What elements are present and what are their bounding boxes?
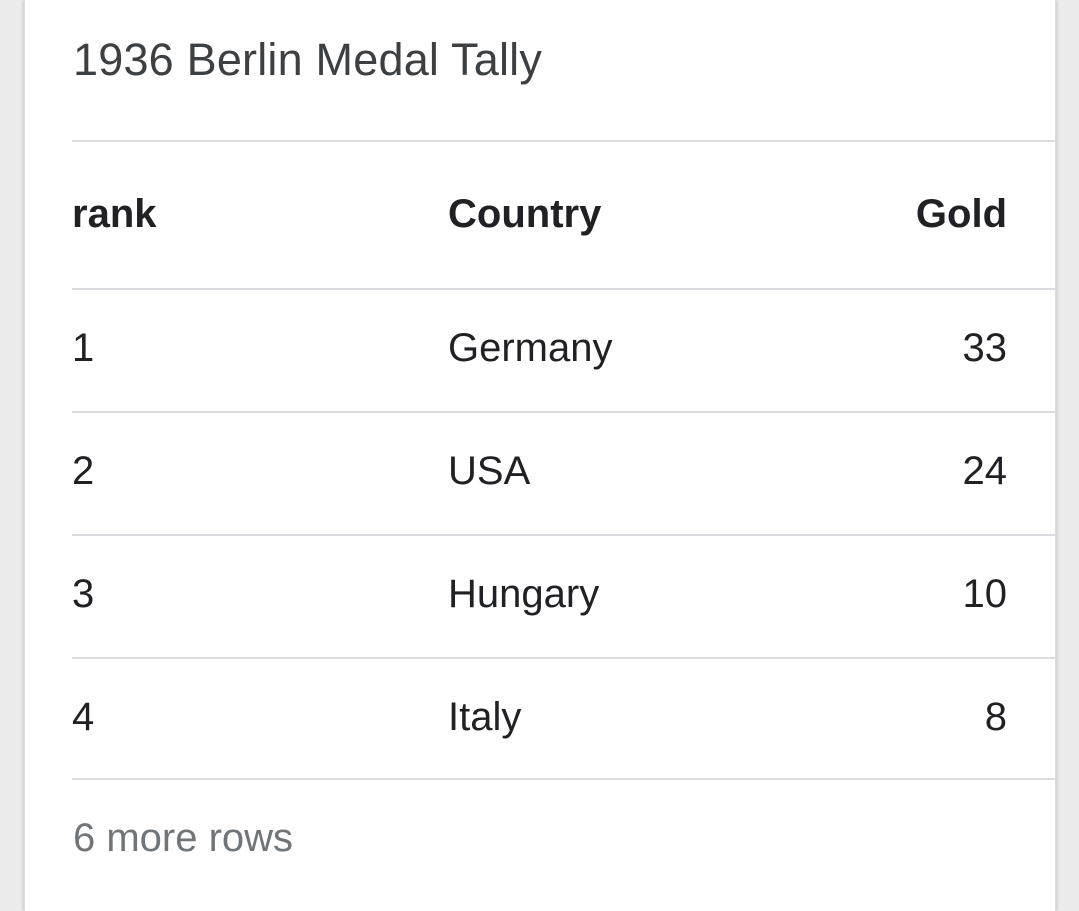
rank-cell: 3 <box>72 572 95 616</box>
column-header-country[interactable]: Country <box>448 192 602 236</box>
medal-tally-card: 1936 Berlin Medal Tally rank Country Gol… <box>24 0 1056 911</box>
medal-table: rank Country Gold 1 Germany 33 2 USA 24 … <box>72 140 1055 780</box>
table-row: 1 Germany 33 <box>72 288 1055 411</box>
gold-cell: 24 <box>962 449 1008 493</box>
rank-cell: 2 <box>72 449 95 493</box>
gold-cell: 10 <box>962 572 1008 616</box>
gold-cell: 8 <box>984 695 1007 739</box>
table-row: 2 USA 24 <box>72 411 1055 534</box>
table-header-row: rank Country Gold <box>72 140 1055 288</box>
column-header-rank[interactable]: rank <box>72 192 157 236</box>
country-cell: Italy <box>448 695 522 739</box>
more-rows-link[interactable]: 6 more rows <box>73 816 294 860</box>
gold-cell: 33 <box>962 326 1008 370</box>
rank-cell: 4 <box>72 695 95 739</box>
country-cell: Germany <box>448 326 613 370</box>
country-cell: USA <box>448 449 531 493</box>
country-cell: Hungary <box>448 572 600 616</box>
table-row: 3 Hungary 10 <box>72 534 1055 657</box>
card-title: 1936 Berlin Medal Tally <box>73 34 543 85</box>
table-row: 4 Italy 8 <box>72 657 1055 780</box>
rank-cell: 1 <box>72 326 95 370</box>
column-header-gold[interactable]: Gold <box>915 192 1007 236</box>
